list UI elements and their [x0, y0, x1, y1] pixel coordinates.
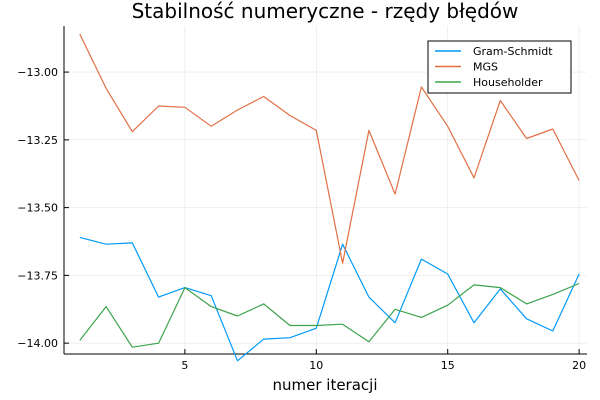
y-tick-label-4: −13.00 — [17, 66, 58, 79]
series-line-mgs — [79, 33, 580, 264]
series-line-gram-schmidt — [79, 236, 580, 362]
tick-labels: 5 10 15 20 −14.00 −13.75 −13.50 −13.25 −13.00 — [17, 66, 586, 372]
legend: Gram-Schmidt MGS Householder — [427, 40, 572, 94]
y-tick-label-0: −14.00 — [17, 337, 58, 350]
x-axis-label: numer iteracji — [272, 376, 377, 394]
x-tick-label-2: 15 — [441, 359, 455, 372]
x-tick-label-3: 20 — [572, 359, 586, 372]
y-tick-label-3: −13.25 — [17, 134, 58, 147]
x-tick-label-1: 10 — [309, 359, 323, 372]
series-line-householder — [79, 282, 580, 348]
axes — [63, 26, 587, 355]
chart-title: Stabilność numeryczne - rzędy błędów — [132, 0, 519, 23]
y-tick-label-2: −13.50 — [17, 202, 58, 215]
legend-label-householder: Householder — [473, 76, 543, 89]
legend-label-gram-schmidt: Gram-Schmidt — [473, 45, 553, 58]
x-tick-label-0: 5 — [181, 359, 188, 372]
y-tick-label-1: −13.75 — [17, 269, 58, 282]
series-lines — [79, 33, 580, 362]
legend-label-mgs: MGS — [473, 61, 498, 74]
